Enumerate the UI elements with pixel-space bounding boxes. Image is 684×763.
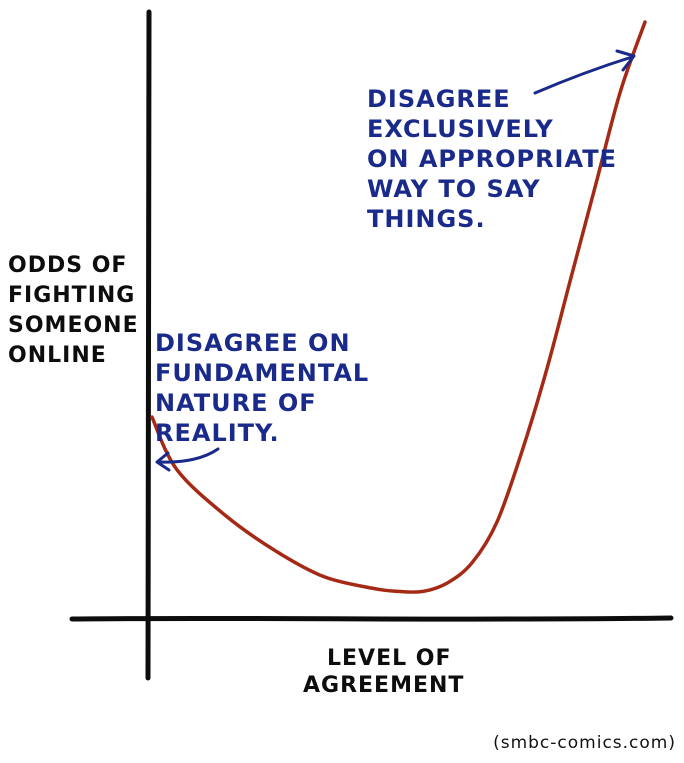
y-axis [145,9,152,681]
annotation-line: NATURE OF [155,389,317,417]
annotation-arrow-appropriate-way [533,49,636,95]
y-axis-label-line: ONLINE [8,343,107,368]
y-axis-label: ODDS OF FIGHTING SOMEONE ONLINE [8,253,139,368]
credit-text: (smbc-comics.com) [493,733,676,753]
annotation-line: EXCLUSIVELY [367,115,554,143]
annotation-line: THINGS. [367,205,486,233]
x-axis [69,615,674,622]
annotation-line: DISAGREE [367,85,511,113]
x-axis-label-line: LEVEL OF [327,646,452,671]
annotation-appropriate-way: DISAGREE EXCLUSIVELY ON APPROPRIATE WAY … [367,85,617,233]
x-axis-label: LEVEL OF AGREEMENT [303,646,464,698]
annotation-line: WAY TO SAY [367,175,540,203]
x-axis-label-line: AGREEMENT [303,673,464,698]
annotation-line: DISAGREE ON [155,329,351,357]
y-axis-label-line: FIGHTING [8,283,135,308]
y-axis-label-line: SOMEONE [8,313,139,338]
annotation-arrow-reality [155,447,220,472]
series-line [150,20,647,594]
annotation-line: REALITY. [155,419,280,447]
annotation-line: FUNDAMENTAL [155,359,369,387]
annotation-reality: DISAGREE ON FUNDAMENTAL NATURE OF REALIT… [155,329,369,447]
annotation-line: ON APPROPRIATE [367,145,617,173]
y-axis-label-line: ODDS OF [8,253,127,278]
